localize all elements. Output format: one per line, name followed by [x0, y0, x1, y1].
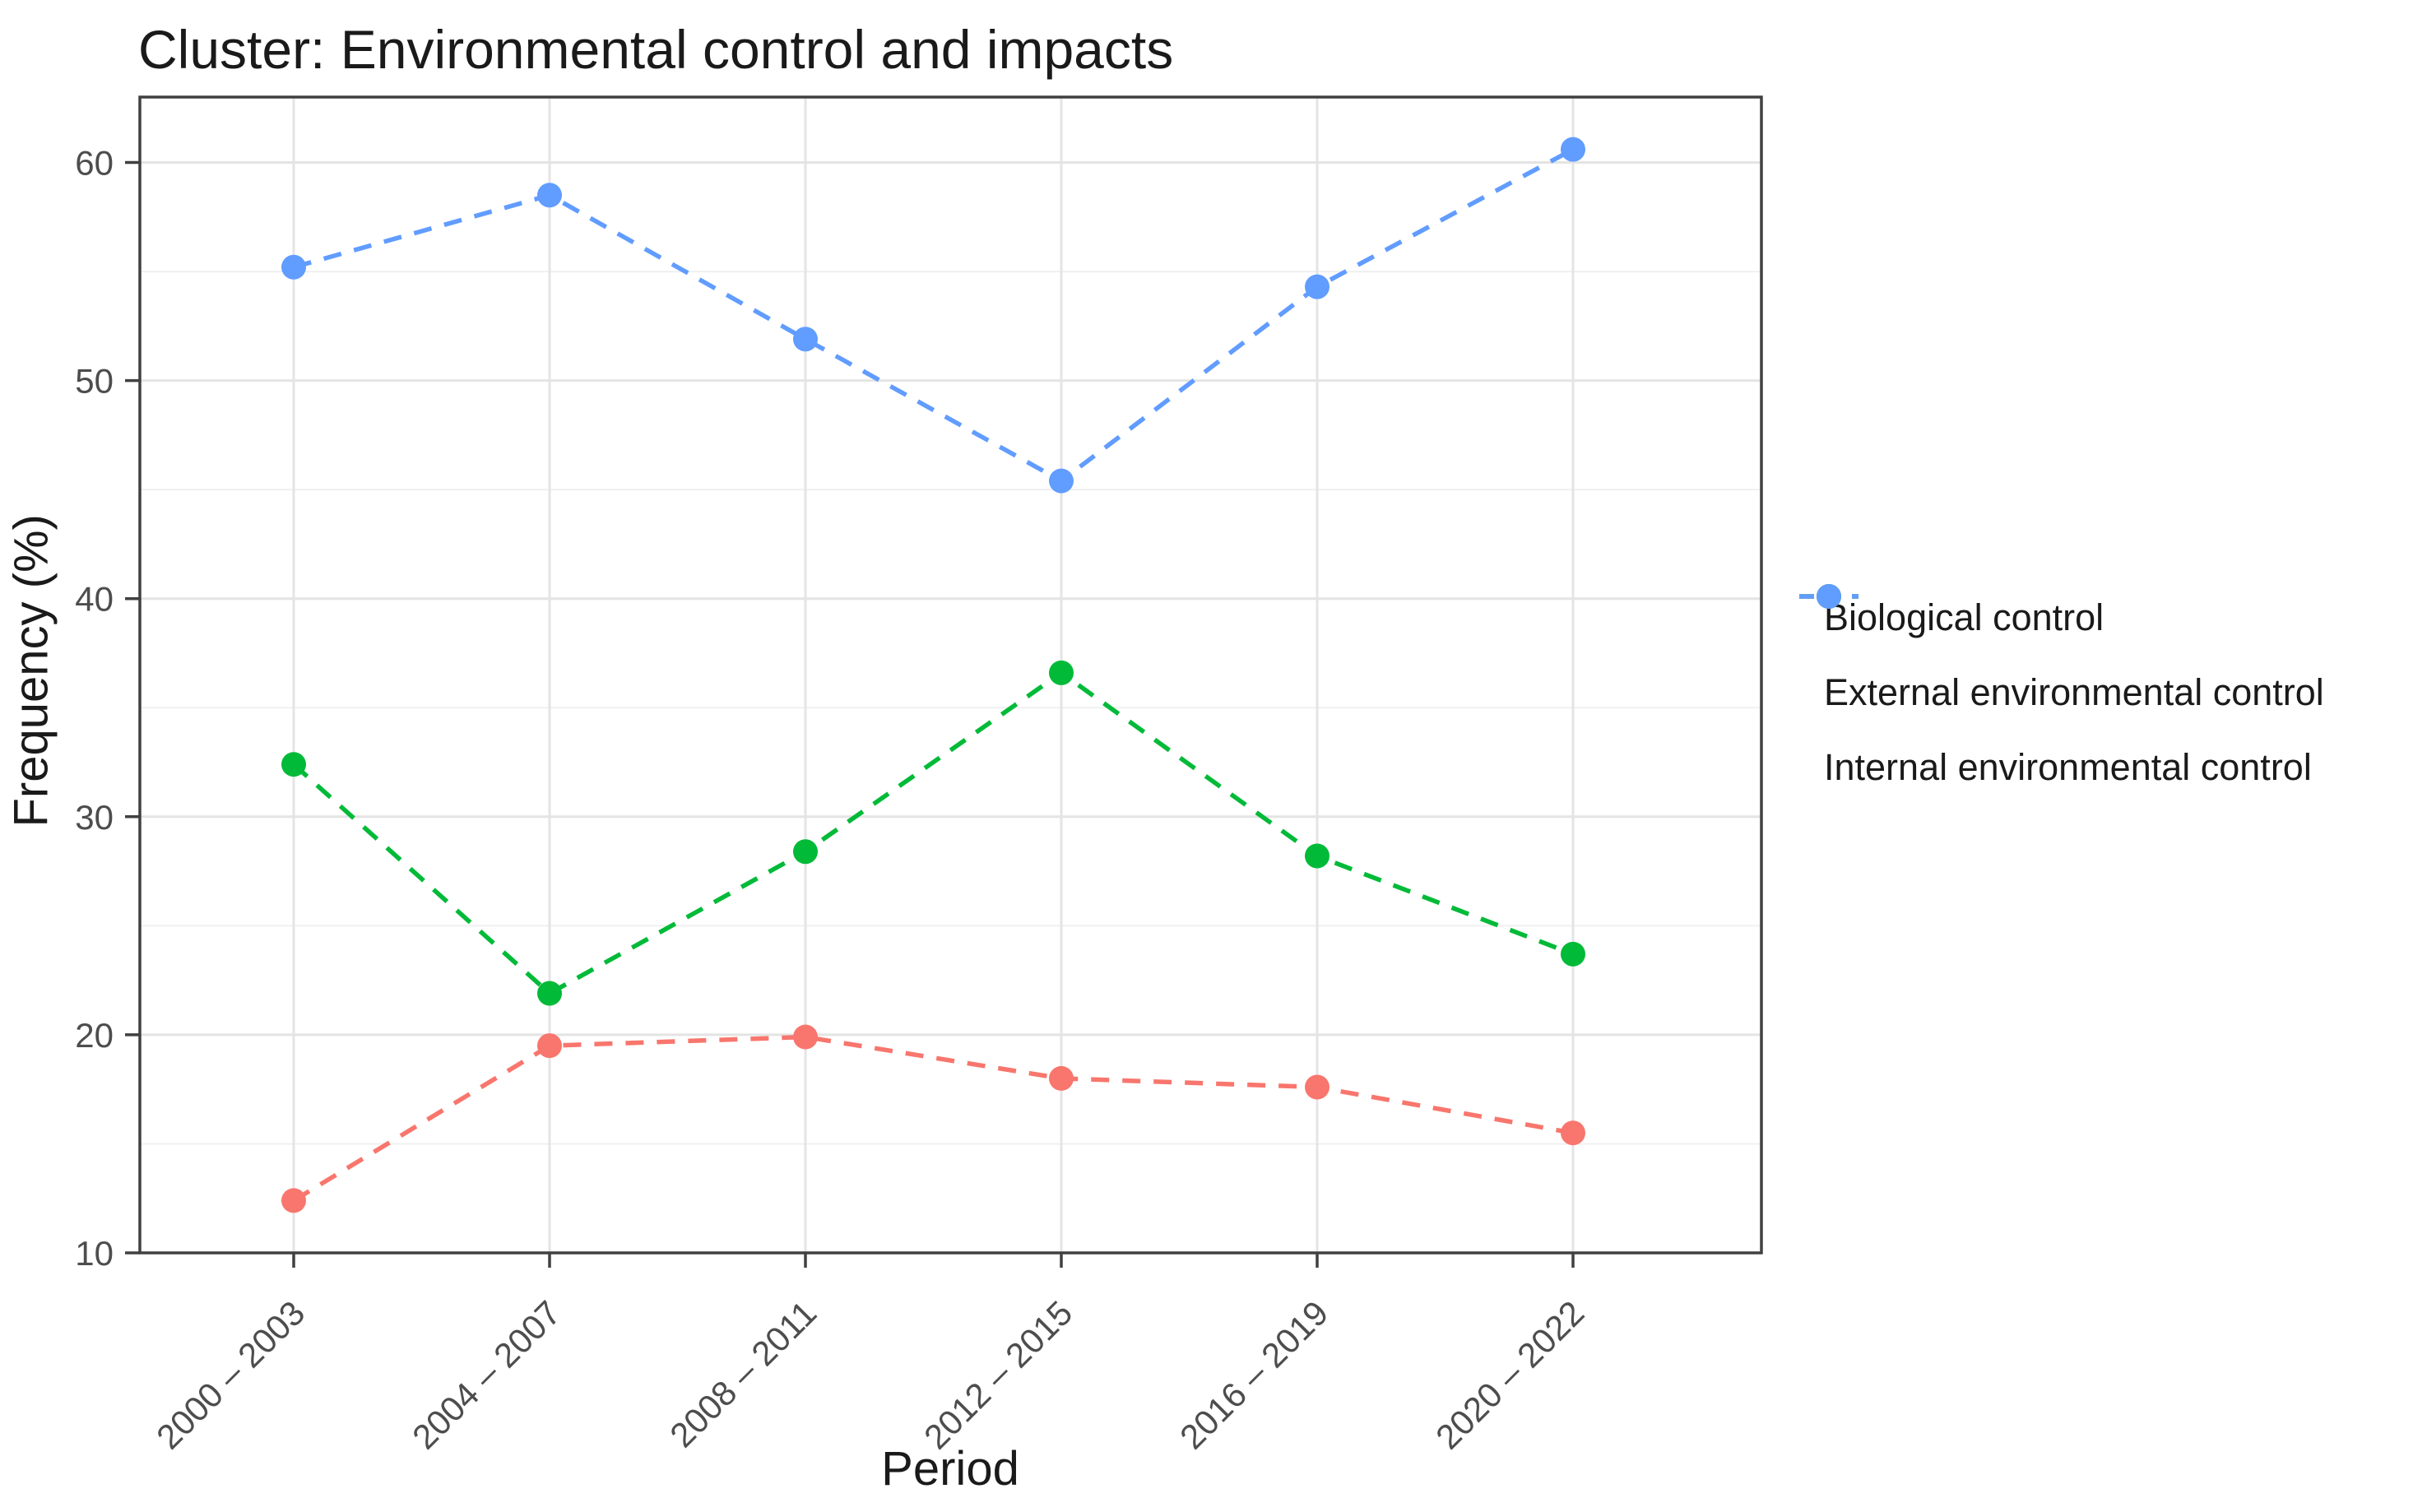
legend-label: External environmental control [1824, 670, 2324, 713]
x-axis-title: Period [881, 1442, 1019, 1496]
series-line-biological-control [292, 1034, 1574, 1203]
legend-label: Internal environmental control [1824, 745, 2312, 788]
y-tick-label: 10 [75, 1234, 114, 1273]
legend-label: Biological control [1824, 596, 2104, 638]
data-point-internal-environmental-control [281, 254, 306, 280]
data-point-external-environmental-control [793, 839, 818, 865]
data-point-internal-environmental-control [537, 183, 562, 208]
data-point-internal-environmental-control [793, 327, 818, 352]
legend-item: External environmental control [1798, 584, 2324, 730]
data-point-external-environmental-control [1305, 843, 1329, 869]
data-point-external-environmental-control [1049, 660, 1074, 685]
data-point-biological-control [793, 1024, 818, 1050]
data-point-biological-control [1049, 1065, 1074, 1091]
legend-key-icon [1799, 584, 1858, 609]
data-point-biological-control [537, 1033, 562, 1059]
chart-title: Cluster: Environmental control and impac… [138, 19, 1174, 80]
data-point-internal-environmental-control [1561, 137, 1585, 162]
y-tick-label: 30 [75, 798, 114, 837]
x-tick-label: 2016 – 2019 [1172, 1293, 1335, 1456]
data-point-external-environmental-control [1561, 941, 1585, 967]
chart-legend: Biological control External environmental… [1798, 580, 2324, 805]
x-tick-label: 2008 – 2011 [662, 1293, 824, 1454]
data-point-internal-environmental-control [1305, 274, 1329, 299]
data-point-biological-control [1305, 1074, 1329, 1100]
y-tick-label: 20 [75, 1016, 114, 1055]
data-point-internal-environmental-control [1049, 468, 1074, 494]
y-tick-label: 40 [75, 580, 114, 619]
data-point-external-environmental-control [281, 752, 306, 777]
panel-border [138, 95, 1763, 1255]
series-line-external-environmental-control [292, 670, 1574, 996]
data-point-external-environmental-control [537, 981, 562, 1006]
data-point-biological-control [281, 1188, 306, 1213]
x-tick-label: 2020 – 2022 [1428, 1293, 1591, 1456]
legend-item: Internal environmental control [1798, 584, 2324, 805]
series-line-internal-environmental-control [293, 147, 1575, 484]
x-tick-label: 2004 – 2007 [405, 1293, 568, 1456]
x-tick-label: 2000 – 2003 [149, 1293, 312, 1456]
y-tick-label: 50 [75, 362, 114, 401]
data-point-biological-control [1561, 1120, 1585, 1146]
legend-item: Biological control [1798, 580, 2324, 655]
y-axis-title: Frequency (%) [4, 514, 58, 828]
y-tick-label: 60 [75, 144, 114, 183]
x-tick-label: 2012 – 2015 [916, 1293, 1079, 1456]
